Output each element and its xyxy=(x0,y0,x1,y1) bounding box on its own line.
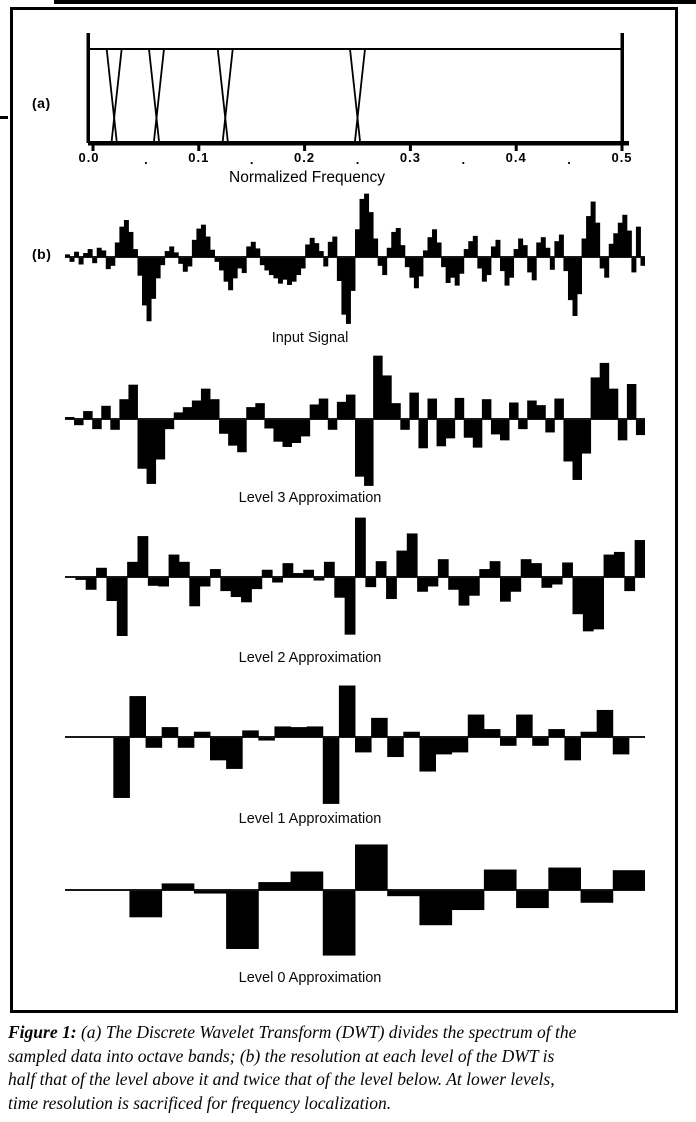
level-2-approximation-label: Level 2 Approximation xyxy=(238,650,382,666)
caption-line-1-text: (a) The Discrete Wavelet Transform (DWT)… xyxy=(80,1022,577,1042)
filter-bank-plot xyxy=(86,33,629,151)
x-axis-title: Normalized Frequency xyxy=(229,169,385,186)
level-3-approximation-plot xyxy=(65,355,645,486)
caption-line-1: Figure 1: (a) The Discrete Wavelet Trans… xyxy=(8,1021,688,1045)
x-minor-tick-dot: . xyxy=(355,152,360,167)
x-tick-label: 0.2 xyxy=(294,150,316,165)
x-minor-tick-dot: . xyxy=(567,152,571,167)
scan-artifact-top-bar xyxy=(54,0,696,4)
caption-line-4: time resolution is sacrificed for freque… xyxy=(8,1092,392,1113)
level-1-approximation-label: Level 1 Approximation xyxy=(238,811,382,827)
level-0-approximation-label: Level 0 Approximation xyxy=(238,970,382,986)
panel-a-label: (a) xyxy=(32,95,51,111)
x-tick-label: 0.5 xyxy=(611,150,633,165)
figure-caption: Figure 1: (a) The Discrete Wavelet Trans… xyxy=(8,1021,688,1115)
x-tick-label: 0.1 xyxy=(188,150,210,165)
x-tick-label: 0.3 xyxy=(399,150,421,165)
caption-line-2: sampled data into octave bands; (b) the … xyxy=(8,1045,555,1066)
input-signal-plot xyxy=(65,193,645,324)
x-minor-tick-dot: . xyxy=(144,152,148,167)
x-tick-label: 0.4 xyxy=(505,150,527,165)
panel-b-label: (b) xyxy=(32,246,52,262)
x-tick-label: 0.0 xyxy=(78,150,100,165)
scan-artifact-left-mark xyxy=(0,116,8,119)
x-minor-tick-dot: . xyxy=(461,152,466,167)
level-0-approximation-plot xyxy=(65,844,645,956)
input-signal-label: Input Signal xyxy=(271,330,349,346)
level-3-approximation-label: Level 3 Approximation xyxy=(238,490,382,506)
x-minor-tick-dot: . xyxy=(249,152,254,167)
caption-lead: Figure 1: xyxy=(8,1022,77,1042)
caption-line-3: half that of the level above it and twic… xyxy=(8,1069,555,1089)
level-2-approximation-plot xyxy=(65,517,645,636)
figure-frame xyxy=(10,7,678,1013)
level-1-approximation-plot xyxy=(65,685,645,804)
